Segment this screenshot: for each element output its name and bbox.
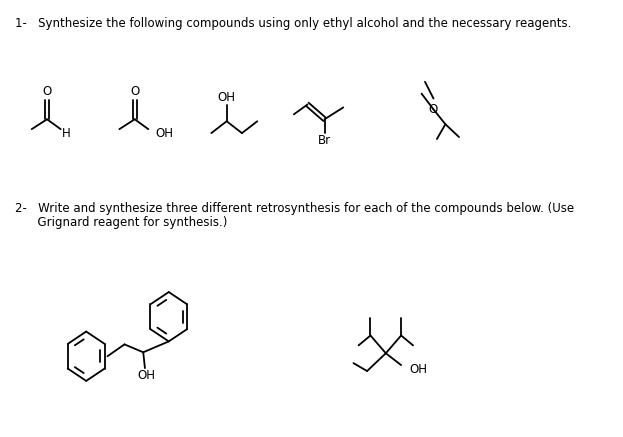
Text: H: H <box>62 127 70 139</box>
Text: Grignard reagent for synthesis.): Grignard reagent for synthesis.) <box>15 216 227 229</box>
Text: O: O <box>130 85 140 98</box>
Text: OH: OH <box>410 363 427 375</box>
Text: OH: OH <box>217 91 235 104</box>
Text: OH: OH <box>155 127 173 139</box>
Text: OH: OH <box>138 369 156 382</box>
Text: Br: Br <box>318 135 331 148</box>
Text: 2-   Write and synthesize three different retrosynthesis for each of the compoun: 2- Write and synthesize three different … <box>15 202 574 215</box>
Text: O: O <box>429 103 438 116</box>
Text: 1-   Synthesize the following compounds using only ethyl alcohol and the necessa: 1- Synthesize the following compounds us… <box>15 17 571 30</box>
Text: O: O <box>42 85 52 98</box>
